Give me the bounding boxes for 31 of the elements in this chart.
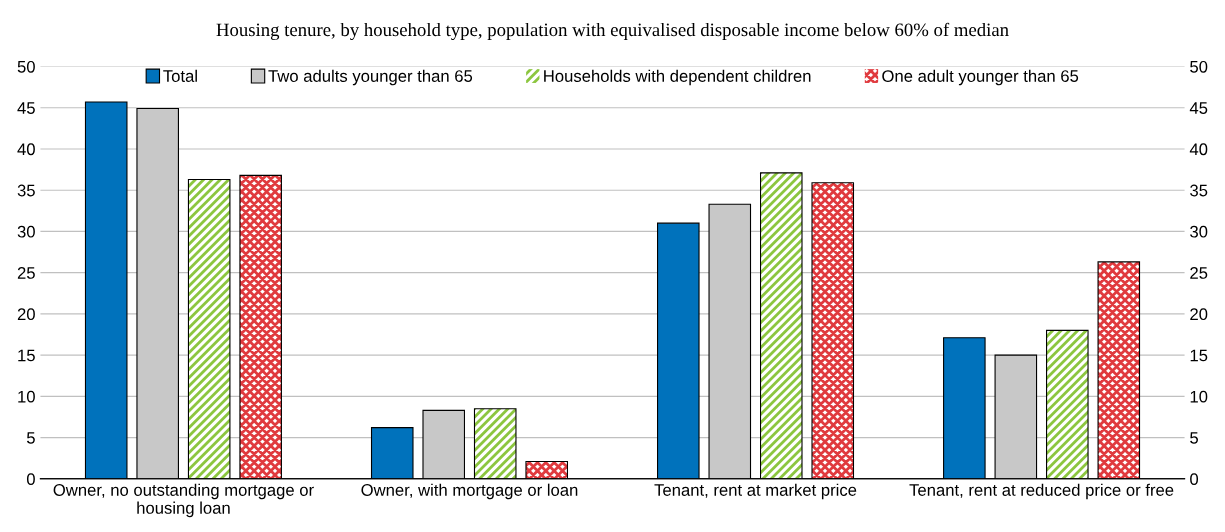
y2-tick-label: 35 [1190,184,1208,197]
y-tick-label: 20 [17,308,35,321]
legend-label: One adult younger than 65 [882,69,1079,86]
y-tick-label: 10 [18,390,35,403]
x-tick-label: Tenant, rent at reduced price or free [909,483,1174,500]
chart-title: Housing tenure, by household type, population with equivalised disposable income below 60% of median [216,22,1009,40]
y2-tick-label: 40 [1189,143,1208,156]
y2-tick-label: 5 [1190,432,1199,444]
legend-label: Two adults younger than 65 [268,69,473,86]
x-tick-label: Owner, no outstanding mortgage or housing loan [53,483,314,518]
y2-tick-label: 50 [1190,60,1208,73]
y-tick-label: 40 [17,143,35,156]
legend-label: Total [163,69,197,82]
y2-tick-label: 30 [1190,225,1208,238]
y2-tick-label: 0 [1190,473,1199,485]
y-tick-label: 45 [17,102,35,114]
y-tick-label: 15 [18,349,35,362]
y2-tick-label: 25 [1190,267,1208,279]
y2-tick-label: 10 [1190,390,1208,403]
y-tick-label: 25 [17,267,35,279]
y-tick-label: 35 [17,184,35,197]
legend-label: Households with dependent children [544,69,811,86]
y-tick-label: 30 [17,225,35,238]
y2-tick-label: 20 [1190,308,1208,321]
x-tick-label: Owner, with mortgage or loan [361,483,578,500]
y2-tick-label: 45 [1189,102,1208,114]
y2-tick-label: 15 [1190,349,1208,362]
y-tick-label: 0 [26,473,35,485]
x-tick-label: Tenant, rent at market price [654,483,857,500]
y-tick-label: 50 [17,60,35,73]
y-tick-label: 5 [26,432,35,444]
